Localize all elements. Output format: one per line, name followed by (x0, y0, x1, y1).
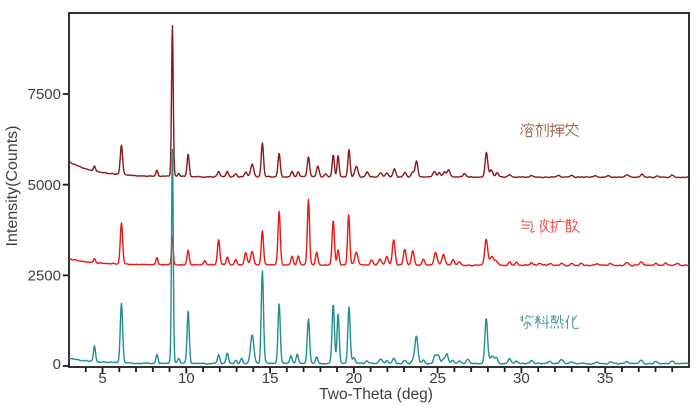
svg-text:10: 10 (178, 370, 195, 387)
svg-text:15: 15 (262, 370, 279, 387)
svg-text:Intensity(Counts): Intensity(Counts) (4, 126, 21, 247)
svg-text:35: 35 (597, 370, 614, 387)
svg-text:25: 25 (429, 370, 446, 387)
svg-text:20: 20 (346, 370, 363, 387)
svg-text:7500: 7500 (28, 86, 61, 103)
svg-text:5: 5 (98, 370, 106, 387)
svg-text:0: 0 (53, 356, 61, 373)
svg-text:2500: 2500 (28, 268, 61, 285)
svg-text:30: 30 (513, 370, 530, 387)
svg-text:Two-Theta (deg): Two-Theta (deg) (319, 386, 433, 403)
svg-text:5000: 5000 (28, 177, 61, 194)
